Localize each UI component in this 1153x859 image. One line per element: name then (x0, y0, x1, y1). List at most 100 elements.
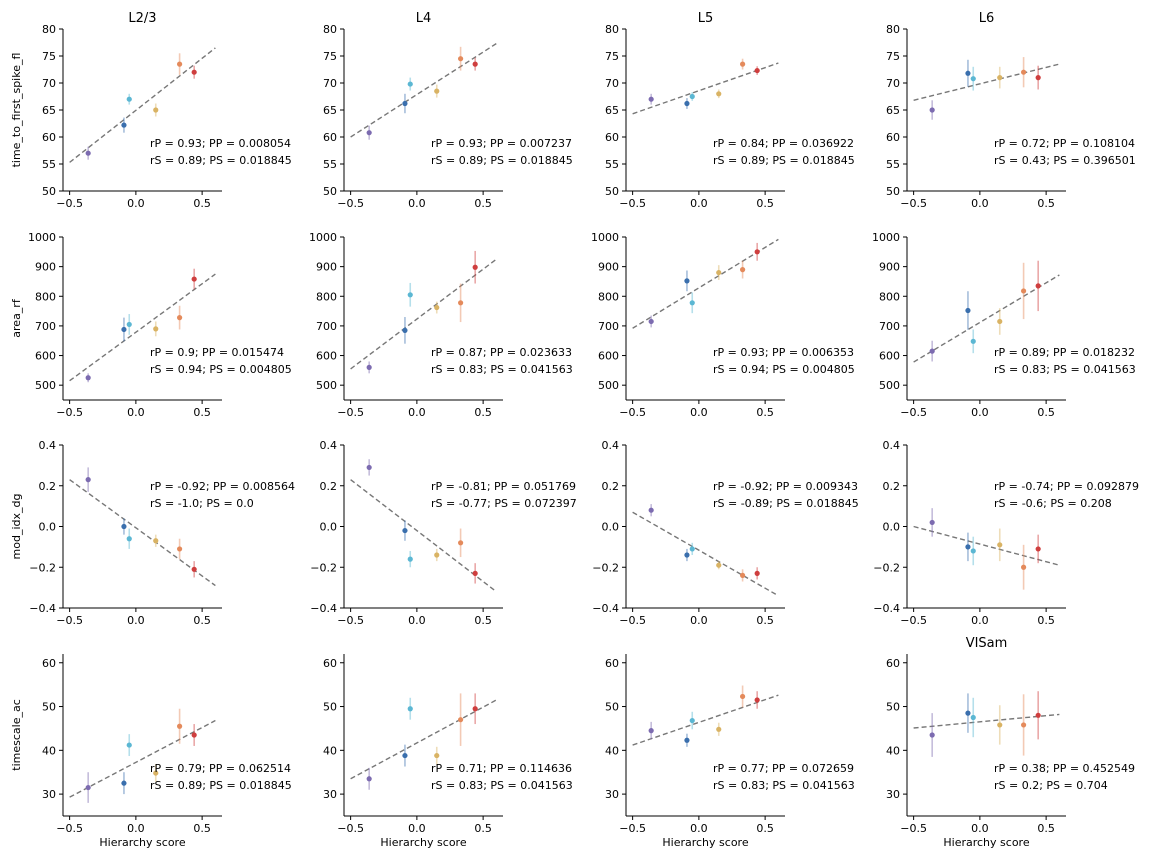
data-point (716, 562, 722, 568)
y-tick-label: 50 (42, 701, 56, 714)
data-point (929, 519, 935, 526)
spearman-stat: rS = 0.2; PS = 0.704 (994, 779, 1108, 792)
x-tick-label: 0.5 (1037, 197, 1055, 210)
regression-line (350, 479, 497, 593)
data-point (1021, 722, 1027, 728)
data-point (472, 264, 478, 270)
subplot-7: 500 600 700 800 900 1000 −0.5 0.0 0.5 rP = 0.93; … (591, 231, 855, 419)
y-tick-label: −0.4 (592, 602, 619, 615)
data-point (153, 538, 159, 544)
spearman-stat: rS = 0.83; PS = 0.041563 (994, 363, 1136, 376)
y-tick-label: 70 (42, 77, 56, 90)
regression-line (913, 63, 1060, 101)
subplot-13: 30 40 50 60 −0.5 0.0 0.5 rP = 0.79; PP = 0.0625… (10, 654, 292, 849)
y-tick-label: 60 (605, 657, 619, 670)
regression-line (350, 42, 497, 138)
y-tick-label: 700 (316, 320, 337, 333)
y-tick-label: 800 (598, 290, 619, 303)
spearman-stat: rS = 0.94; PS = 0.004805 (150, 363, 292, 376)
data-point (965, 70, 971, 76)
data-point (970, 714, 976, 721)
x-tick-label: −0.5 (619, 406, 646, 419)
x-tick-label: 0.0 (971, 197, 989, 210)
data-point (740, 693, 746, 700)
data-point (965, 544, 971, 550)
x-tick-label: 0.5 (1037, 614, 1055, 627)
y-tick-label: 80 (605, 23, 619, 36)
data-point (126, 321, 132, 328)
data-point (177, 723, 183, 729)
spearman-stat: rS = 0.43; PS = 0.396501 (994, 154, 1136, 167)
y-tick-label: 700 (35, 320, 56, 333)
data-point (1035, 283, 1041, 289)
data-point (402, 527, 408, 534)
data-point (153, 326, 159, 332)
y-tick-label: 900 (879, 261, 900, 274)
y-tick-label: 55 (886, 158, 900, 171)
data-point (121, 326, 127, 333)
subplot-title: L4 (416, 11, 432, 26)
x-tick-label: 0.5 (756, 822, 774, 835)
y-tick-label: 50 (323, 701, 337, 714)
y-tick-label: 70 (605, 77, 619, 90)
data-point (458, 717, 464, 723)
data-point (1035, 712, 1041, 718)
x-axis-label: Hierarchy score (943, 836, 1029, 849)
x-tick-label: 0.5 (193, 406, 211, 419)
pearson-stat: rP = -0.92; PP = 0.009343 (713, 480, 858, 493)
data-point (366, 464, 372, 471)
y-tick-label: 600 (598, 350, 619, 363)
y-tick-label: 30 (605, 788, 619, 801)
subplot-9: −0.4 −0.2 0.0 0.2 0.4 −0.5 0.0 0.5 rP = -0.92; P… (10, 439, 295, 627)
y-tick-label: 60 (323, 657, 337, 670)
y-tick-label: 50 (42, 185, 56, 198)
data-point (458, 540, 464, 546)
data-point (472, 61, 478, 67)
data-point (689, 93, 695, 100)
x-tick-label: 0.5 (193, 614, 211, 627)
data-point (177, 61, 183, 67)
data-point (929, 348, 935, 354)
data-point (965, 307, 971, 314)
data-point (85, 150, 91, 156)
x-tick-label: 0.0 (971, 822, 989, 835)
pearson-stat: rP = 0.77; PP = 0.072659 (713, 762, 854, 775)
data-point (434, 552, 440, 558)
y-tick-label: 600 (316, 350, 337, 363)
regression-line (632, 511, 779, 597)
data-point (458, 56, 464, 62)
data-point (716, 726, 722, 732)
y-tick-label: −0.2 (592, 561, 619, 574)
y-tick-label: 50 (605, 185, 619, 198)
y-tick-label: 500 (316, 379, 337, 392)
data-point (754, 570, 760, 576)
y-tick-label: 800 (35, 290, 56, 303)
y-tick-label: 1000 (591, 231, 619, 244)
spearman-stat: rS = -0.6; PS = 0.208 (994, 497, 1112, 510)
y-tick-label: 60 (886, 657, 900, 670)
x-tick-label: 0.0 (127, 406, 145, 419)
y-tick-label: 75 (42, 50, 56, 63)
y-axis-label: mod_idx_dg (10, 494, 23, 560)
pearson-stat: rP = 0.84; PP = 0.036922 (713, 137, 854, 150)
data-point (153, 107, 159, 113)
data-point (153, 770, 159, 776)
data-point (472, 570, 478, 576)
pearson-stat: rP = 0.9; PP = 0.015474 (150, 346, 284, 359)
x-tick-label: 0.0 (127, 197, 145, 210)
y-tick-label: 65 (42, 104, 56, 117)
x-tick-label: −0.5 (56, 614, 83, 627)
pearson-stat: rP = 0.89; PP = 0.018232 (994, 346, 1135, 359)
y-tick-label: 40 (42, 744, 56, 757)
spearman-stat: rS = 0.89; PS = 0.018845 (150, 154, 292, 167)
y-tick-label: 800 (316, 290, 337, 303)
x-tick-label: 0.0 (408, 406, 426, 419)
data-point (191, 566, 197, 572)
regression-line (632, 238, 779, 329)
x-tick-label: −0.5 (56, 197, 83, 210)
y-tick-label: 0.2 (320, 480, 338, 493)
y-tick-label: 600 (35, 350, 56, 363)
data-point (1021, 288, 1027, 294)
x-axis-label: Hierarchy score (662, 836, 748, 849)
subplot-2: 50 55 60 65 70 75 80 −0.5 0.0 0.5 rP = 0.93; PP = … (323, 11, 573, 210)
